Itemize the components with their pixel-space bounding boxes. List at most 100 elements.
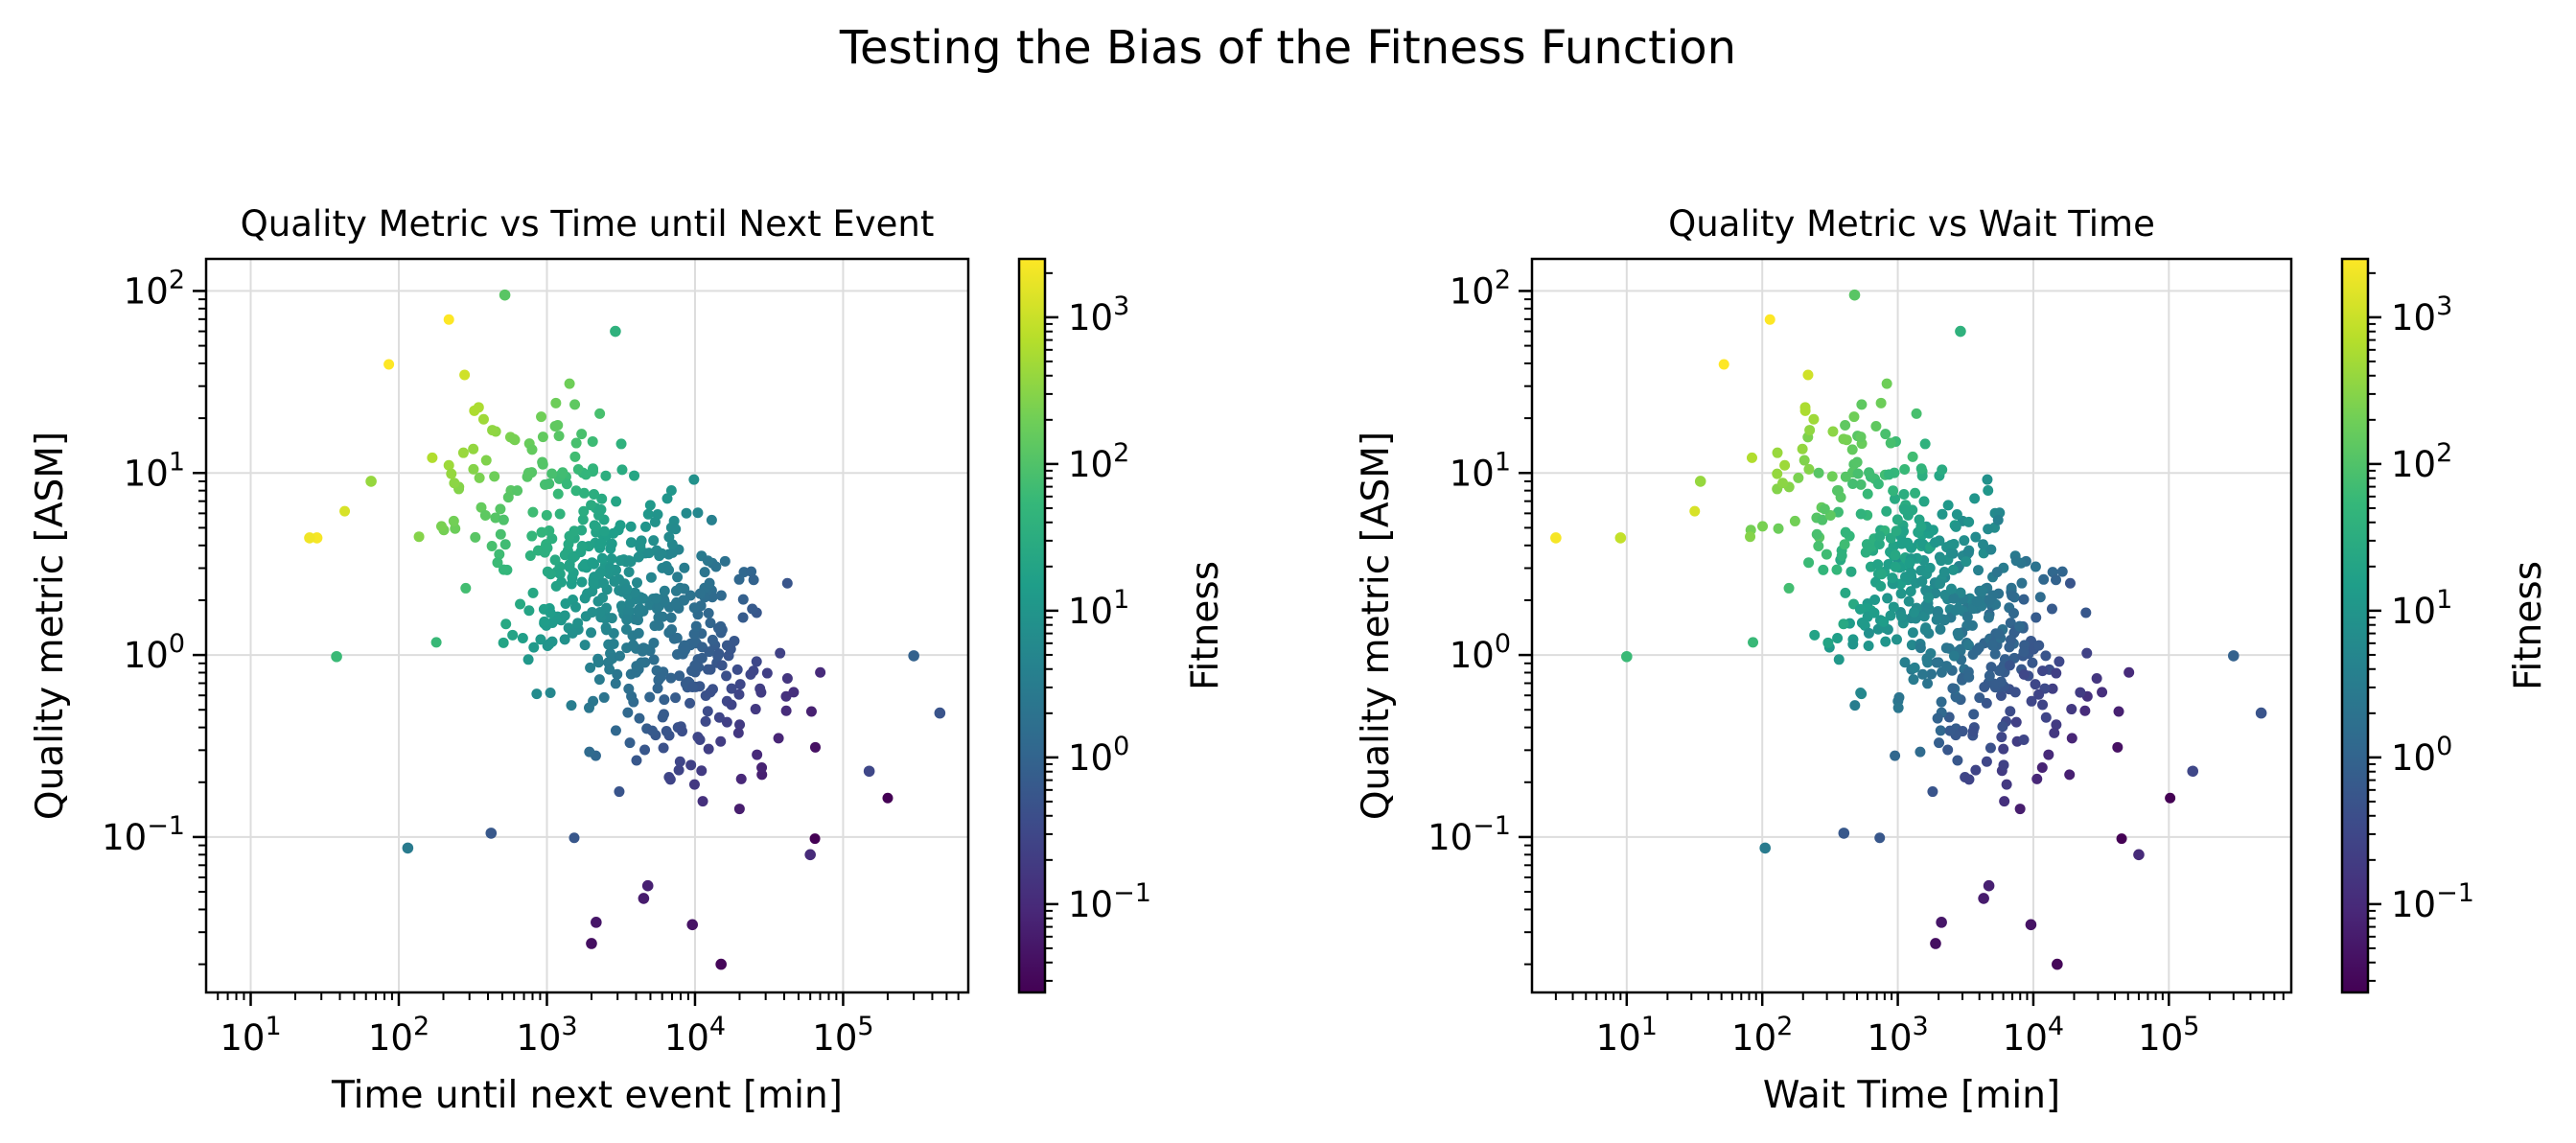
scatter-point	[634, 538, 645, 549]
scatter-point	[487, 425, 499, 436]
scatter-point	[606, 553, 617, 565]
scatter-point	[1803, 463, 1815, 475]
scatter-point	[443, 459, 454, 471]
scatter-point	[655, 671, 666, 683]
scatter-point	[702, 555, 713, 567]
scatter-point	[1919, 438, 1931, 450]
scatter-point	[499, 289, 511, 301]
scatter-point	[733, 573, 745, 585]
scatter-point	[1915, 642, 1926, 654]
scatter-point	[1888, 485, 1899, 497]
scatter-point	[600, 470, 612, 481]
scatter-point	[1929, 537, 1940, 548]
scatter-point	[908, 650, 919, 662]
scatter-point	[1915, 746, 1926, 758]
scatter-point	[663, 565, 675, 576]
scatter-point	[2051, 667, 2062, 679]
scatter-point	[673, 764, 685, 776]
y-tick-label: 102	[124, 265, 185, 312]
scatter-point	[653, 619, 664, 631]
scatter-point	[537, 456, 548, 468]
scatter-point	[2004, 660, 2015, 671]
x-axis-label: Time until next event [min]	[331, 1074, 843, 1117]
scatter-point	[1881, 505, 1892, 517]
scatter-point	[705, 664, 716, 675]
scatter-point	[1947, 683, 1959, 694]
scatter-point	[546, 468, 558, 479]
scatter-point	[1890, 561, 1901, 572]
scatter-point	[1875, 580, 1887, 592]
scatter-point	[2037, 665, 2049, 677]
scatter-point	[1963, 640, 1975, 651]
scatter-point	[460, 582, 472, 594]
scatter-point	[1942, 500, 1954, 511]
scatter-point	[486, 540, 498, 551]
scatter-point	[1899, 504, 1911, 516]
scatter-point	[631, 661, 642, 672]
scatter-point	[751, 656, 762, 667]
scatter-point	[578, 505, 590, 517]
scatter-point	[707, 634, 718, 645]
figure-title: Testing the Bias of the Fitness Function	[839, 21, 1737, 75]
scatter-point	[2005, 706, 2016, 717]
scatter-point	[624, 597, 636, 609]
scatter-point	[550, 397, 562, 408]
scatter-point	[633, 604, 644, 616]
scatter-point	[648, 637, 660, 648]
subplot-title: Quality Metric vs Wait Time	[1668, 203, 2155, 245]
scatter-point	[1948, 538, 1960, 549]
colorbar-gradient	[2340, 257, 2370, 994]
scatter-point	[2081, 647, 2093, 659]
scatter-point	[2036, 762, 2048, 774]
scatter-point	[1821, 548, 1832, 560]
scatter-point	[638, 893, 650, 904]
scatter-point	[2051, 574, 2062, 586]
scatter-point	[588, 463, 599, 475]
scatter-point	[1621, 650, 1633, 663]
scatter-point	[526, 444, 538, 455]
scatter-point	[1907, 451, 1918, 462]
scatter-point	[623, 683, 635, 694]
x-tick-label: 102	[368, 1012, 429, 1059]
scatter-point	[1945, 548, 1957, 559]
scatter-point	[587, 606, 598, 618]
scatter-point	[443, 314, 454, 325]
scatter-point	[699, 567, 710, 578]
scatter-point	[1942, 744, 1954, 756]
colorbar: 10−1 100 101 102 103 Fitness	[2340, 257, 2550, 994]
scatter-point	[542, 543, 553, 554]
scatter-point	[1922, 678, 1934, 689]
scatter-point	[679, 583, 690, 595]
scatter-point	[1875, 397, 1887, 408]
scatter-point	[639, 744, 651, 756]
scatter-point	[627, 640, 638, 651]
scatter-point	[752, 749, 763, 760]
scatter-point	[2075, 687, 2086, 698]
scatter-point	[809, 741, 821, 753]
scatter-point	[632, 577, 643, 589]
scatter-point	[609, 575, 620, 587]
scatter-point	[671, 632, 683, 643]
scatter-point	[569, 832, 580, 844]
scatter-point	[1831, 564, 1843, 575]
scatter-point	[1997, 721, 2008, 733]
scatter-point	[570, 485, 582, 497]
scatter-point	[1931, 657, 1942, 668]
scatter-point	[1955, 325, 1966, 338]
scatter-point	[615, 555, 626, 567]
colorbar-tick-label: 103	[2391, 292, 2452, 338]
scatter-point	[2133, 849, 2145, 861]
scatter-point	[605, 543, 616, 554]
scatter-point	[1718, 359, 1729, 370]
scatter-point	[1847, 639, 1859, 650]
scatter-point	[1985, 544, 1997, 555]
scatter-point	[1840, 587, 1851, 598]
scatter-point	[2007, 590, 2018, 601]
scatter-point	[2066, 704, 2077, 715]
scatter-point	[1764, 314, 1775, 325]
scatter-point	[815, 666, 826, 678]
scatter-point	[1808, 413, 1820, 425]
scatter-point	[1963, 516, 1975, 527]
scatter-point	[1694, 476, 1706, 487]
scatter-point	[1822, 637, 1834, 648]
